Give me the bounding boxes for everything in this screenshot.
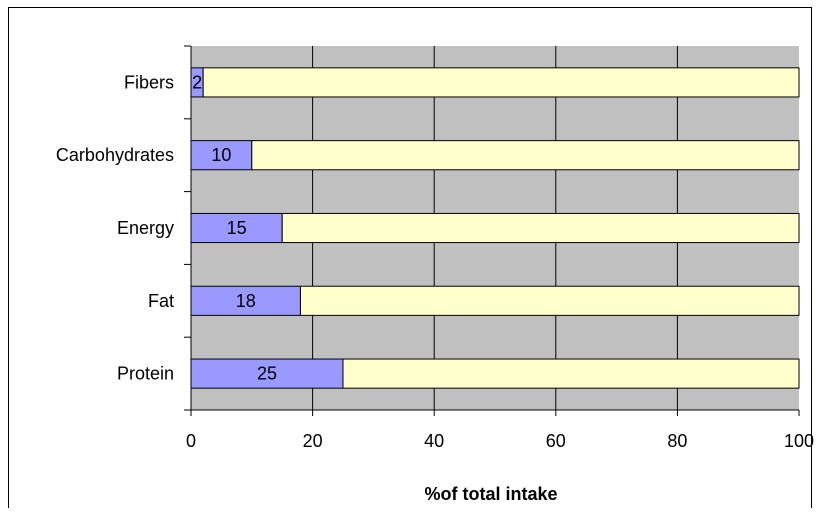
y-category-label: Energy bbox=[117, 218, 174, 238]
tick-labels: 0 20 40 60 80 100 Fibers Carbohydrates Energy Fat… bbox=[56, 72, 814, 451]
bar-segment-primary bbox=[190, 212, 283, 244]
y-category-label: Protein bbox=[117, 364, 174, 384]
bar-segment-remainder bbox=[281, 212, 800, 244]
x-axis-title: %of total intake bbox=[424, 484, 557, 504]
bars bbox=[190, 67, 800, 389]
y-category-label: Carbohydrates bbox=[56, 145, 174, 165]
x-tick-label: 20 bbox=[303, 431, 323, 451]
bar-segment-primary bbox=[190, 140, 253, 171]
data-label: 10 bbox=[211, 145, 231, 165]
x-tick-label: 40 bbox=[424, 431, 444, 451]
x-tick-label: 100 bbox=[784, 431, 814, 451]
bar-segment-remainder bbox=[299, 285, 800, 316]
data-label: 25 bbox=[257, 364, 277, 384]
x-tick-label: 0 bbox=[186, 431, 196, 451]
data-label: 18 bbox=[236, 291, 256, 311]
y-category-label: Fat bbox=[148, 291, 174, 311]
axes bbox=[184, 45, 800, 416]
data-label: 2 bbox=[192, 72, 202, 92]
data-label: 15 bbox=[227, 218, 247, 238]
x-tick-label: 60 bbox=[546, 431, 566, 451]
data-labels: 2 10 15 18 25 bbox=[192, 72, 277, 383]
bar-segment-remainder bbox=[251, 140, 800, 171]
bar-segment-remainder bbox=[202, 67, 800, 98]
x-tick-label: 80 bbox=[667, 431, 687, 451]
bar-segment-remainder bbox=[342, 358, 800, 389]
y-category-label: Fibers bbox=[124, 72, 174, 92]
